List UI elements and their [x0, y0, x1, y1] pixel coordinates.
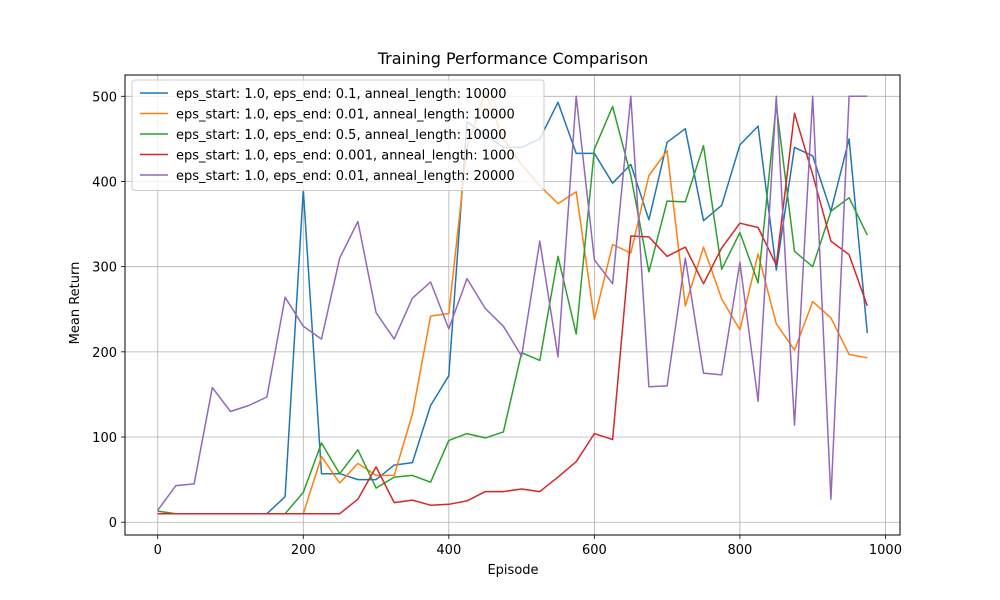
- legend-label-5: eps_start: 1.0, eps_end: 0.01, anneal_le…: [176, 169, 515, 184]
- y-tick-label: 200: [92, 346, 117, 361]
- legend-label-1: eps_start: 1.0, eps_end: 0.1, anneal_len…: [176, 87, 507, 102]
- x-tick-label: 1000: [869, 543, 902, 558]
- y-tick-label: 0: [109, 516, 117, 531]
- chart-title: Training Performance Comparison: [377, 49, 649, 68]
- axis-ticks: 0 200 400 600 800 1000 0 100 200 300 400 500: [92, 90, 902, 558]
- legend-label-2: eps_start: 1.0, eps_end: 0.01, anneal_le…: [176, 108, 515, 123]
- y-tick-label: 300: [92, 261, 117, 276]
- legend-box: [131, 79, 545, 191]
- x-tick-label: 400: [436, 543, 461, 558]
- y-tick-label: 500: [92, 90, 117, 105]
- series-line-5: [157, 95, 868, 511]
- x-tick-label: 600: [582, 543, 607, 558]
- legend-label-4: eps_start: 1.0, eps_end: 0.001, anneal_l…: [176, 149, 515, 164]
- y-tick-label: 100: [92, 431, 117, 446]
- series-line-4: [157, 112, 869, 515]
- y-tick-label: 400: [92, 175, 117, 190]
- legend-label-3: eps_start: 1.0, eps_end: 0.5, anneal_len…: [176, 128, 507, 143]
- x-tick-label: 800: [727, 543, 752, 558]
- plot-area-frame: [124, 74, 901, 536]
- legend: eps_start: 1.0, eps_end: 0.1, anneal_len…: [131, 79, 545, 191]
- y-axis-label: Mean Return: [68, 262, 83, 345]
- x-axis-label: Episode: [487, 563, 538, 578]
- x-tick-label: 200: [291, 543, 316, 558]
- x-tick-label: 0: [154, 543, 162, 558]
